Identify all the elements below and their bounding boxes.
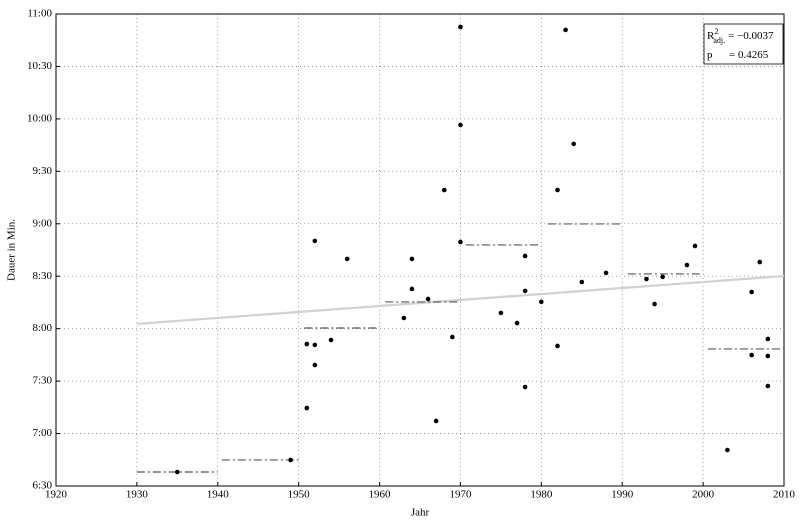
x-tick-label: 1920	[45, 489, 68, 501]
p-symbol: p	[707, 49, 713, 61]
r-squared: R2 adj. = −0.0037	[707, 27, 774, 45]
x-tick-label: 1990	[611, 489, 634, 501]
data-point	[522, 288, 528, 294]
data-point	[603, 270, 609, 276]
data-point	[652, 301, 657, 307]
y-tick-label: 10:00	[27, 112, 53, 124]
data-point	[344, 256, 350, 262]
x-tick-label: 1960	[369, 489, 392, 501]
data-point	[644, 276, 649, 282]
data-point	[539, 299, 544, 305]
data-point	[441, 187, 447, 193]
data-point	[450, 334, 455, 340]
x-tick-label: 2010	[773, 489, 796, 501]
data-point	[571, 141, 576, 147]
data-point	[425, 296, 431, 302]
data-point	[409, 256, 415, 262]
y-tick-label: 9:00	[32, 217, 52, 229]
data-point	[175, 469, 180, 475]
data-point	[749, 289, 754, 295]
y-tick-label: 8:30	[32, 270, 52, 282]
data-point	[692, 243, 698, 249]
data-point	[458, 239, 463, 245]
data-point	[757, 259, 763, 265]
data-point	[765, 383, 771, 389]
data-point	[409, 286, 415, 292]
data-point	[563, 27, 568, 33]
data-point	[579, 279, 585, 285]
data-point	[555, 187, 560, 193]
y-axis-label: Dauer in Min.	[6, 219, 18, 281]
y-tick-label: 6:30	[32, 480, 52, 492]
x-tick-label: 1930	[126, 489, 149, 501]
data-point	[458, 24, 463, 30]
x-tick-label: 1970	[449, 489, 472, 501]
data-point	[312, 342, 318, 348]
y-tick-label: 8:00	[32, 322, 52, 334]
x-tick-label: 1980	[530, 489, 553, 501]
data-point	[288, 457, 293, 463]
data-point	[328, 337, 334, 343]
data-point	[660, 274, 665, 280]
data-point	[498, 310, 504, 316]
p-value-line: p = 0.4265	[707, 49, 769, 61]
data-point	[401, 315, 407, 321]
x-tick-label: 1940	[207, 489, 230, 501]
data-point	[304, 405, 310, 411]
data-point	[458, 122, 463, 128]
x-tick-label: 1950	[288, 489, 311, 501]
p-value: = 0.4265	[729, 49, 769, 61]
data-point	[765, 336, 771, 342]
stats-box: R2 adj. = −0.0037 p = 0.4265	[703, 23, 784, 65]
y-tick-label: 9:30	[32, 165, 52, 177]
data-point	[522, 384, 528, 390]
x-tick-label: 2000	[692, 489, 715, 501]
r-symbol: R	[707, 30, 715, 42]
data-point	[312, 238, 318, 244]
x-axis-label: Jahr	[411, 507, 430, 519]
data-point	[684, 262, 690, 268]
stats-frame	[703, 23, 784, 65]
data-point	[312, 362, 318, 368]
data-point	[522, 253, 528, 259]
plot-frame	[55, 13, 785, 487]
y-tick-label: 7:00	[32, 427, 52, 439]
y-tick-label: 7:30	[32, 375, 52, 387]
r-value: = −0.0037	[728, 30, 774, 42]
data-point	[725, 447, 730, 453]
data-point	[765, 353, 771, 359]
trend-line	[136, 274, 785, 326]
y-tick-label: 11:00	[27, 8, 52, 20]
r-sup: 2	[714, 27, 718, 36]
data-point	[555, 343, 560, 349]
y-tick-label: 10:30	[27, 60, 53, 72]
data-point	[304, 341, 310, 347]
data-point	[749, 352, 754, 358]
r-sub: adj.	[713, 36, 725, 45]
data-point	[514, 320, 520, 326]
data-point	[433, 418, 439, 424]
